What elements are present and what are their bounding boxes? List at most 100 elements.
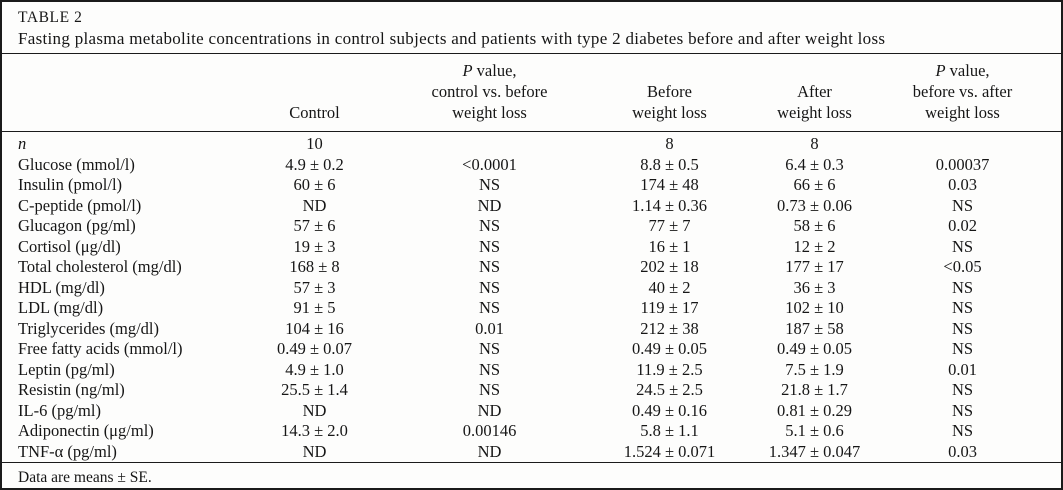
cell: NS (478, 257, 501, 276)
table-row: Glucagon (pg/ml) 57 ± 6 NS 77 ± 7 58 ± 6 0.02 (2, 216, 1061, 237)
cell: 19 ± 3 (293, 236, 336, 256)
row-label: Cortisol (μg/dl) (18, 236, 121, 256)
row-label: Total cholesterol (mg/dl) (18, 257, 182, 276)
header-line: P value, (935, 61, 990, 80)
italic-p: P (935, 61, 946, 80)
cell: 0.73 ± 0.06 (776, 195, 853, 215)
cell: <0.05 (943, 257, 982, 276)
cell: 5.1 ± 0.6 (785, 421, 844, 440)
table-row: n 10 8 8 (2, 132, 1061, 155)
cell: 4.9 ± 0.2 (285, 154, 344, 174)
cell: 202 ± 18 (640, 257, 699, 276)
table-row: Insulin (pmol/l) 60 ± 6 NS 174 ± 48 66 ± 6 0.… (2, 175, 1061, 196)
cell: 21.8 ± 1.7 (781, 380, 848, 399)
cell: ND (302, 441, 327, 461)
row-label: Resistin (ng/ml) (18, 380, 125, 399)
table-row: Adiponectin (μg/ml) 14.3 ± 2.0 0.00146 5.8 … (2, 421, 1061, 442)
row-label: C-peptide (pmol/l) (18, 195, 142, 215)
cell: NS (478, 175, 501, 194)
cell: 0.01 (948, 359, 977, 379)
cell (882, 132, 1061, 155)
row-label: TNF-α (pg/ml) (18, 441, 117, 461)
cell: 66 ± 6 (793, 175, 836, 194)
cell: NS (951, 318, 974, 338)
table-row: Free fatty acids (mmol/l) 0.49 ± 0.07 NS 0.… (2, 339, 1061, 360)
cell: ND (477, 195, 502, 215)
row-label: Glucagon (pg/ml) (18, 216, 136, 235)
table-row: Cortisol (μg/dl) 19 ± 3 NS 16 ± 1 12 ± 2 NS (2, 236, 1061, 258)
row-label: IL-6 (pg/ml) (18, 400, 101, 420)
header-line: before vs. after (912, 82, 1013, 101)
cell: NS (478, 339, 501, 358)
cell: ND (302, 195, 327, 215)
col-header-control: Control (242, 53, 387, 132)
cell: 0.02 (948, 216, 977, 235)
header-line: weight loss (925, 103, 1000, 122)
cell: 60 ± 6 (293, 175, 336, 194)
cell: 11.9 ± 2.5 (636, 359, 703, 379)
cell: NS (951, 421, 974, 440)
header-line: Before (647, 82, 692, 101)
row-label: Leptin (pg/ml) (18, 359, 115, 379)
cell: 187 ± 58 (785, 318, 844, 338)
cell: 36 ± 3 (793, 277, 836, 297)
cell: 0.03 (948, 441, 977, 461)
table-row: Leptin (pg/ml) 4.9 ± 1.0 NS 11.9 ± 2.5 7.5 ±… (2, 359, 1061, 381)
cell: 57 ± 3 (293, 277, 336, 297)
row-label: Triglycerides (mg/dl) (18, 318, 159, 338)
header-line: weight loss (452, 103, 527, 122)
cell: 212 ± 38 (640, 318, 699, 338)
cell: 16 ± 1 (648, 236, 691, 256)
cell: 0.49 ± 0.07 (276, 339, 353, 358)
table-row: Total cholesterol (mg/dl) 168 ± 8 NS 202 ± … (2, 257, 1061, 278)
row-label: n (18, 134, 27, 153)
cell: 1.347 ± 0.047 (768, 441, 861, 461)
cell: NS (951, 236, 974, 256)
cell: NS (951, 400, 974, 420)
row-label: Adiponectin (μg/ml) (18, 421, 154, 440)
cell: 58 ± 6 (793, 216, 836, 235)
col-header-after-weight-loss: After weight loss (747, 53, 882, 132)
cell: ND (302, 400, 327, 420)
cell: 1.524 ± 0.071 (623, 441, 716, 461)
header-line: weight loss (632, 103, 707, 122)
cell: 1.14 ± 0.36 (631, 195, 708, 215)
cell: ND (477, 441, 502, 461)
header-line: After (797, 82, 832, 101)
table-row: Triglycerides (mg/dl) 104 ± 16 0.01 212 ± 3… (2, 318, 1061, 340)
cell: 57 ± 6 (293, 216, 336, 235)
cell: 0.00037 (935, 154, 990, 174)
cell: 25.5 ± 1.4 (281, 380, 348, 399)
cell: NS (478, 380, 501, 399)
cell: 8.8 ± 0.5 (640, 154, 699, 174)
cell: 8 (665, 134, 674, 153)
cell: NS (478, 359, 501, 379)
cell: NS (951, 339, 974, 358)
cell: 0.81 ± 0.29 (776, 400, 853, 420)
table-row: LDL (mg/dl) 91 ± 5 NS 119 ± 17 102 ± 10 NS (2, 298, 1061, 319)
cell: 77 ± 7 (648, 216, 691, 235)
col-header-empty (2, 53, 242, 132)
cell: 177 ± 17 (785, 257, 844, 276)
cell: NS (951, 380, 974, 399)
table-label: TABLE 2 (18, 9, 83, 26)
cell (387, 132, 592, 155)
table-row: HDL (mg/dl) 57 ± 3 NS 40 ± 2 36 ± 3 NS (2, 277, 1061, 299)
cell: 91 ± 5 (293, 298, 336, 317)
cell: 8 (810, 134, 819, 153)
cell: 7.5 ± 1.9 (785, 359, 844, 379)
cell: NS (478, 277, 501, 297)
cell: 0.00146 (462, 421, 517, 440)
header-line: control vs. before (431, 82, 548, 101)
col-header-before-weight-loss: Before weight loss (592, 53, 747, 132)
header-row: Control P value, control vs. before weig… (2, 53, 1061, 132)
cell: <0.0001 (462, 154, 517, 174)
col-header-pvalue-control-vs-before: P value, control vs. before weight loss (387, 53, 592, 132)
cell: 10 (306, 134, 323, 153)
row-label: Insulin (pmol/l) (18, 175, 123, 194)
table-caption: Fasting plasma metabolite concentrations… (18, 29, 886, 48)
cell: 14.3 ± 2.0 (281, 421, 348, 440)
cell: 0.49 ± 0.05 (776, 339, 853, 358)
cell: NS (951, 298, 974, 317)
header-line: weight loss (777, 103, 852, 122)
